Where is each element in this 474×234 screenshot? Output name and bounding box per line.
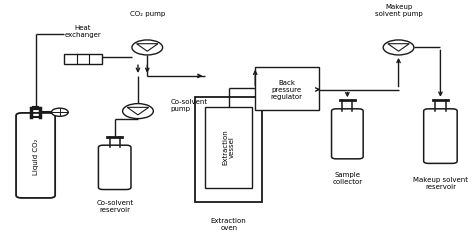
Polygon shape bbox=[388, 44, 409, 51]
Text: Sample
collector: Sample collector bbox=[332, 172, 363, 186]
Circle shape bbox=[51, 108, 68, 116]
Text: Heat
exchanger: Heat exchanger bbox=[64, 25, 101, 38]
Text: Makeup
solvent pump: Makeup solvent pump bbox=[374, 4, 422, 17]
Text: Extraction
vessel: Extraction vessel bbox=[222, 130, 235, 165]
Text: Liquid CO₂: Liquid CO₂ bbox=[33, 138, 38, 175]
Text: Co-solvent
reservoir: Co-solvent reservoir bbox=[96, 200, 133, 213]
Text: Makeup solvent
reservoir: Makeup solvent reservoir bbox=[413, 177, 468, 190]
Bar bbox=[195, 98, 262, 202]
Circle shape bbox=[132, 40, 163, 55]
Circle shape bbox=[123, 104, 153, 119]
Polygon shape bbox=[127, 107, 149, 115]
FancyBboxPatch shape bbox=[331, 109, 363, 159]
Circle shape bbox=[383, 40, 414, 55]
Bar bbox=[255, 67, 319, 110]
Text: CO₂ pump: CO₂ pump bbox=[130, 11, 165, 17]
Bar bbox=[205, 106, 252, 188]
Bar bbox=[76, 54, 89, 65]
FancyBboxPatch shape bbox=[16, 113, 55, 198]
Text: Back
pressure
regulator: Back pressure regulator bbox=[271, 80, 303, 99]
Bar bbox=[64, 54, 101, 65]
Polygon shape bbox=[137, 44, 158, 51]
Text: Co-solvent
pump: Co-solvent pump bbox=[171, 99, 208, 112]
Text: Extraction
oven: Extraction oven bbox=[211, 218, 246, 231]
FancyBboxPatch shape bbox=[424, 109, 457, 163]
FancyBboxPatch shape bbox=[99, 145, 131, 190]
